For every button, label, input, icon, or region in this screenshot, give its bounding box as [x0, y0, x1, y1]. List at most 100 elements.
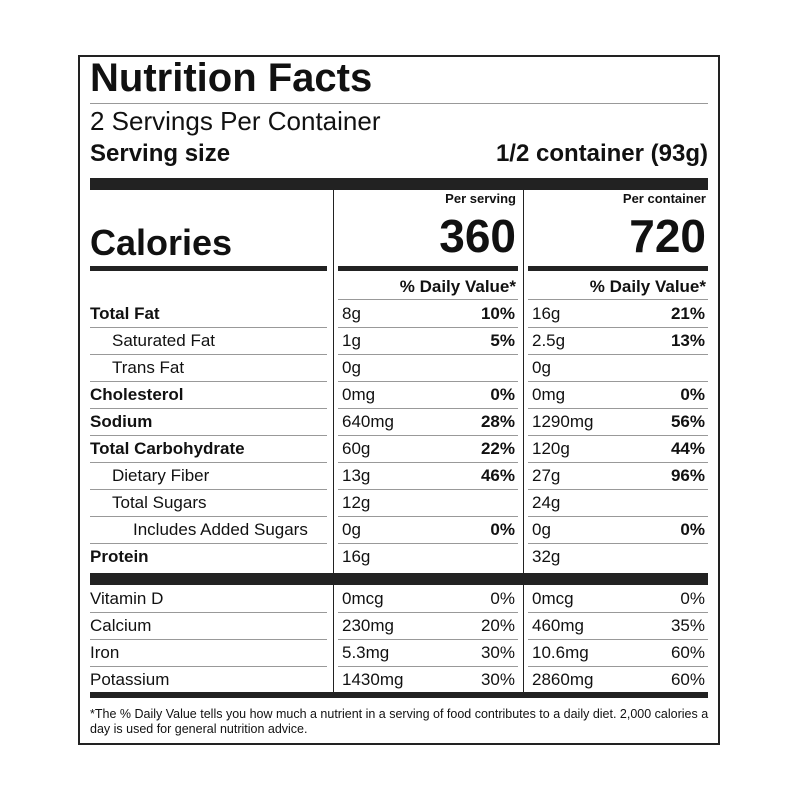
- nutrient-name: Total Fat: [90, 303, 160, 323]
- daily-value: 0%: [680, 384, 705, 404]
- amount: 16g: [532, 303, 561, 323]
- footnote: *The % Daily Value tells you how much a …: [90, 707, 709, 736]
- row-rule: [90, 666, 327, 667]
- daily-value: 28%: [480, 411, 515, 431]
- daily-value: 60%: [670, 642, 705, 662]
- amount: 16g: [342, 546, 371, 566]
- serving-size-label: Serving size: [90, 139, 231, 167]
- daily-value: 56%: [670, 411, 705, 431]
- daily-value: 21%: [670, 303, 705, 323]
- row-rule: [338, 435, 518, 436]
- row-rule: [528, 381, 708, 382]
- daily-value: 0%: [680, 588, 705, 608]
- daily-value: 0%: [680, 519, 705, 539]
- row-rule: [90, 327, 327, 328]
- amount: 2860mg: [532, 669, 594, 689]
- thick-bar: [90, 573, 708, 585]
- medium-bar: [90, 266, 327, 271]
- daily-value: 44%: [670, 438, 705, 458]
- daily-value: 35%: [670, 615, 705, 635]
- amount: 0mcg: [532, 588, 574, 608]
- row-rule: [338, 354, 518, 355]
- daily-value: 13%: [670, 330, 705, 350]
- amount: 0g: [342, 519, 361, 539]
- nutrient-name: Cholesterol: [90, 384, 184, 404]
- daily-value: 0%: [490, 588, 515, 608]
- column-divider: [523, 190, 524, 693]
- amount: 0g: [342, 357, 361, 377]
- title: Nutrition Facts: [90, 56, 373, 100]
- nutrient-name: Potassium: [90, 669, 170, 689]
- row-rule: [338, 462, 518, 463]
- row-rule: [528, 354, 708, 355]
- amount: 32g: [532, 546, 561, 566]
- nutrient-name: Trans Fat: [112, 357, 185, 377]
- calories-header: Per container: [622, 190, 706, 206]
- amount: 60g: [342, 438, 371, 458]
- amount: 12g: [342, 492, 371, 512]
- dv-header: % Daily Value*: [399, 276, 516, 296]
- amount: 640mg: [342, 411, 394, 431]
- row-rule: [90, 489, 327, 490]
- serving-size-value: 1/2 container (93g): [495, 139, 708, 167]
- amount: 1430mg: [342, 669, 404, 689]
- calories-header: Per serving: [445, 190, 516, 206]
- dv-header: % Daily Value*: [589, 276, 706, 296]
- amount: 5.3mg: [342, 642, 390, 662]
- row-rule: [90, 435, 327, 436]
- daily-value: 96%: [670, 465, 705, 485]
- row-rule: [528, 666, 708, 667]
- row-rule: [90, 408, 327, 409]
- calories-label: Calories: [90, 222, 233, 264]
- daily-value: 30%: [480, 669, 515, 689]
- amount: 460mg: [532, 615, 584, 635]
- row-rule: [338, 666, 518, 667]
- row-rule: [528, 639, 708, 640]
- amount: 13g: [342, 465, 371, 485]
- row-rule: [90, 354, 327, 355]
- nutrient-name: Includes Added Sugars: [133, 519, 308, 539]
- daily-value: 0%: [490, 519, 515, 539]
- thick-bar: [90, 178, 708, 190]
- daily-value: 46%: [480, 465, 515, 485]
- row-rule: [528, 516, 708, 517]
- row-rule: [528, 462, 708, 463]
- nutrient-name: Sodium: [90, 411, 153, 431]
- medium-bar: [528, 266, 708, 271]
- row-rule: [90, 462, 327, 463]
- servings: 2 Servings Per Container: [90, 105, 381, 136]
- amount: 1290mg: [532, 411, 594, 431]
- daily-value: 5%: [490, 330, 515, 350]
- nutrient-name: Dietary Fiber: [112, 465, 210, 485]
- amount: 10.6mg: [532, 642, 589, 662]
- amount: 24g: [532, 492, 561, 512]
- row-rule: [338, 381, 518, 382]
- daily-value: 30%: [480, 642, 515, 662]
- amount: 230mg: [342, 615, 394, 635]
- daily-value: 22%: [480, 438, 515, 458]
- row-rule: [338, 612, 518, 613]
- nutrient-name: Total Sugars: [112, 492, 207, 512]
- row-rule: [90, 543, 327, 544]
- calories-value: 360: [439, 209, 516, 262]
- row-rule: [338, 299, 518, 300]
- row-rule: [90, 381, 327, 382]
- nutrient-name: Calcium: [90, 615, 152, 635]
- column-divider: [333, 190, 334, 693]
- amount: 2.5g: [532, 330, 566, 350]
- row-rule: [338, 516, 518, 517]
- row-rule: [338, 408, 518, 409]
- calories-value: 720: [629, 209, 706, 262]
- nutrition-label: [78, 55, 720, 745]
- rule: [90, 103, 708, 104]
- nutrient-name: Protein: [90, 546, 149, 566]
- daily-value: 0%: [490, 384, 515, 404]
- amount: 27g: [532, 465, 561, 485]
- medium-bar: [338, 266, 518, 271]
- amount: 0g: [532, 357, 551, 377]
- daily-value: 60%: [670, 669, 705, 689]
- thick-bar: [90, 692, 708, 698]
- amount: 8g: [342, 303, 361, 323]
- row-rule: [528, 327, 708, 328]
- row-rule: [90, 639, 327, 640]
